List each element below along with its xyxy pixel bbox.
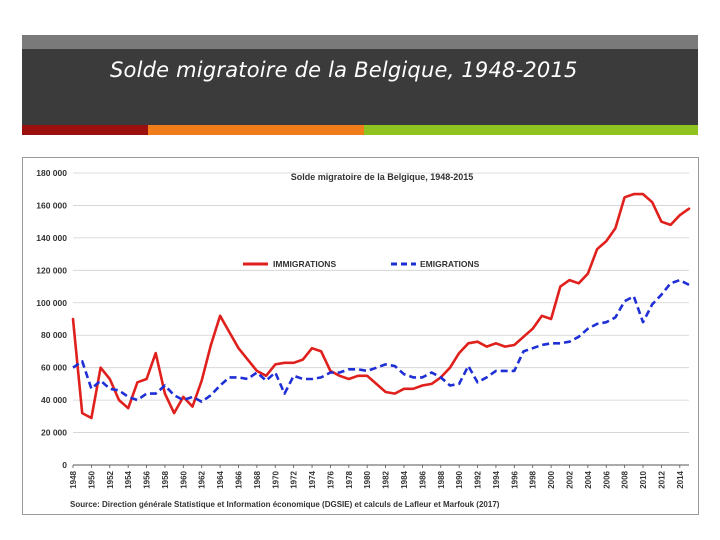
- y-tick-label: 40 000: [41, 395, 67, 405]
- x-tick-label: 1970: [271, 470, 280, 488]
- slide-header-topline: [22, 35, 698, 49]
- x-tick-label: 1972: [290, 470, 299, 488]
- legend: IMMIGRATIONS EMIGRATIONS: [243, 259, 480, 269]
- y-tick-label: 160 000: [36, 200, 67, 210]
- y-tick-label: 80 000: [41, 330, 67, 340]
- x-tick-label: 1964: [216, 470, 225, 488]
- x-tick-label: 2004: [584, 470, 593, 488]
- x-tick-label: 1980: [363, 470, 372, 488]
- x-tick-label: 1962: [198, 470, 207, 488]
- x-tick-label: 1978: [345, 470, 354, 488]
- grid-layer: [73, 172, 689, 466]
- legend-label-immigrations: IMMIGRATIONS: [273, 259, 336, 269]
- chart-frame: Solde migratoire de la Belgique, 1948-20…: [22, 157, 699, 515]
- y-tick-label: 140 000: [36, 233, 67, 243]
- y-tick-label: 0: [62, 460, 67, 470]
- y-axis: 0 20 000 40 000 60 000 80 000 100 000 120 000 1…: [36, 168, 67, 470]
- y-tick-label: 120 000: [36, 265, 67, 275]
- x-tick-label: 1960: [179, 470, 188, 488]
- y-tick-label: 100 000: [36, 298, 67, 308]
- x-tick-label: 2008: [621, 470, 630, 488]
- x-tick-label: 1954: [124, 470, 133, 488]
- legend-label-emigrations: EMIGRATIONS: [420, 259, 480, 269]
- series-line-emigrations: [72, 278, 690, 403]
- x-tick-label: 1966: [234, 470, 243, 488]
- x-tick-label: 2006: [602, 470, 611, 488]
- y-tick-label: 60 000: [41, 363, 67, 373]
- accent-bar-orange: [148, 125, 364, 135]
- x-tick-label: 1948: [69, 470, 78, 488]
- y-tick-label: 20 000: [41, 428, 67, 438]
- x-tick-label: 1952: [106, 470, 115, 488]
- series-line-immigrations: [71, 192, 691, 420]
- x-tick-label: 1996: [510, 470, 519, 488]
- x-tick-label: 1990: [455, 470, 464, 488]
- x-tick-label: 1994: [492, 470, 501, 488]
- chart-title: Solde migratoire de la Belgique, 1948-20…: [291, 172, 474, 182]
- x-axis: 1948 1950 1952 1954 1956 1958 1960 1962 1964 1966…: [69, 465, 685, 489]
- y-tick-label: 180 000: [36, 168, 67, 178]
- accent-bar-red: [22, 125, 148, 135]
- source-note: Source: Direction générale Statistique e…: [70, 500, 500, 509]
- x-tick-label: 1956: [143, 470, 152, 488]
- x-tick-label: 1976: [326, 470, 335, 488]
- x-tick-label: 1992: [474, 470, 483, 488]
- x-tick-label: 1958: [161, 470, 170, 488]
- x-tick-label: 2012: [657, 470, 666, 488]
- x-tick-label: 1950: [87, 470, 96, 488]
- x-tick-label: 1984: [400, 470, 409, 488]
- x-tick-label: 2010: [639, 470, 648, 488]
- x-tick-label: 2002: [565, 470, 574, 488]
- x-tick-label: 1968: [253, 470, 262, 488]
- x-tick-label: 2000: [547, 470, 556, 488]
- x-tick-label: 1974: [308, 470, 317, 488]
- migration-line-chart: Solde migratoire de la Belgique, 1948-20…: [36, 168, 691, 509]
- series-layer: [71, 192, 691, 420]
- x-tick-label: 2014: [676, 470, 685, 488]
- x-tick-label: 1988: [437, 470, 446, 488]
- x-tick-label: 1998: [529, 470, 538, 488]
- x-tick-label: 1982: [382, 470, 391, 488]
- slide-header: Solde migratoire de la Belgique, 1948-20…: [22, 49, 698, 125]
- accent-bar-green: [364, 125, 698, 135]
- slide-title: Solde migratoire de la Belgique, 1948-20…: [110, 58, 578, 82]
- x-tick-label: 1986: [418, 470, 427, 488]
